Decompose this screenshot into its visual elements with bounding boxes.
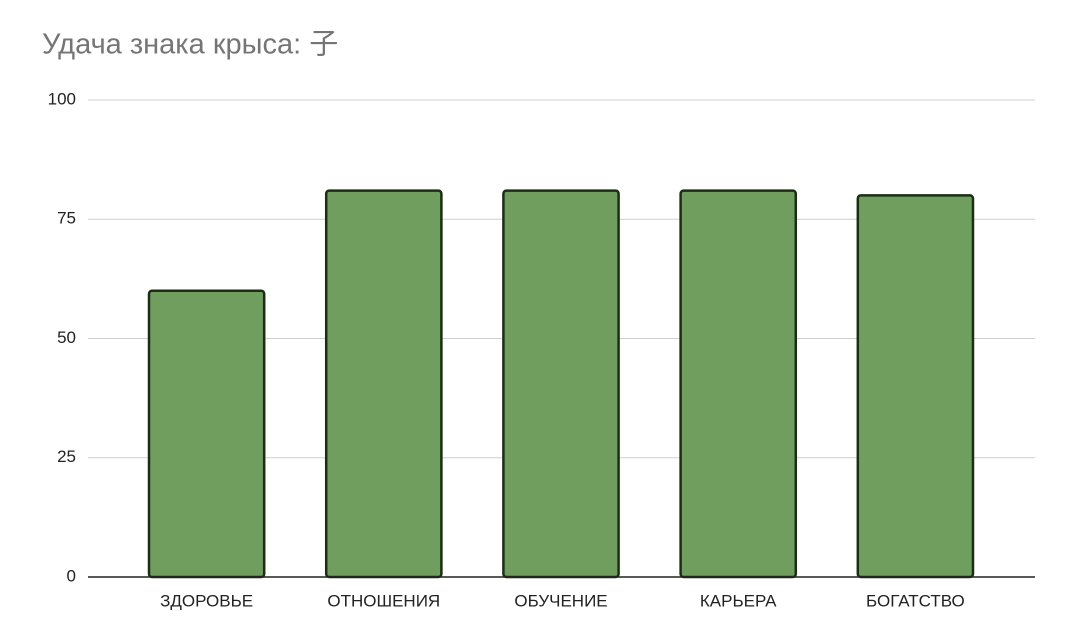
y-tick-label: 100 [48,89,76,108]
bar [324,189,443,579]
y-tick-label: 75 [57,209,76,228]
x-tick-label: ОБУЧЕНИЕ [514,591,607,610]
bar [856,194,975,579]
bar [147,289,266,579]
chart-title: Удача знака крыса: 子 [42,29,338,61]
x-tick-label: КАРЬЕРА [700,591,777,610]
y-tick-label: 50 [57,328,76,347]
x-tick-label: ЗДОРОВЬЕ [160,591,253,610]
bar [502,189,620,579]
y-tick-label: 0 [67,566,76,585]
bar [679,189,798,579]
y-tick-label: 25 [57,447,76,466]
x-tick-label: ОТНОШЕНИЯ [327,591,440,610]
x-tick-label: БОГАТСТВО [866,591,965,610]
